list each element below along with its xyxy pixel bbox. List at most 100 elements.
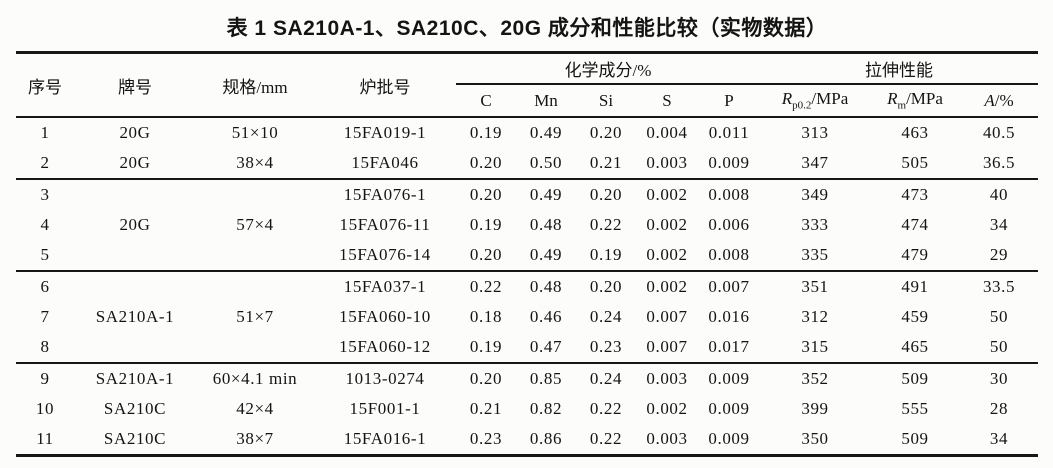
cell-a: 34 <box>989 215 1009 234</box>
cell-batch: 15F001-1 <box>349 399 421 418</box>
cell-a: 50 <box>989 307 1009 326</box>
cell-grade <box>74 240 196 271</box>
cell-grade: SA210A-1 <box>95 307 175 326</box>
cell-mn: 0.50 <box>529 153 563 172</box>
cell-rp02: 333 <box>801 215 829 234</box>
header-rm: Rm/MPa <box>870 84 960 117</box>
cell-mn: 0.48 <box>516 270 576 302</box>
header-a: A/% <box>960 84 1038 117</box>
cell-rm: 509 <box>870 362 961 394</box>
header-si: Si <box>598 90 614 110</box>
header-mn: Mn <box>534 90 558 110</box>
cell-si: 0.24 <box>576 362 636 394</box>
cell-mn: 0.46 <box>529 307 563 326</box>
cell-grade: 20G <box>119 215 151 234</box>
cell-p: 0.007 <box>698 270 761 302</box>
table-row: 8 15FA060-12 0.19 0.47 0.23 0.007 0.017 … <box>16 332 1038 363</box>
cell-seq: 3 <box>16 178 74 210</box>
cell-s: 0.002 <box>646 399 688 418</box>
cell-c: 0.20 <box>456 362 516 394</box>
cell-rm: 473 <box>870 178 961 210</box>
cell-spec <box>196 270 314 302</box>
cell-mn: 0.48 <box>529 215 563 234</box>
table-row: 3 15FA076-1 0.20 0.49 0.20 0.002 0.008 3… <box>16 178 1039 210</box>
cell-s: 0.003 <box>636 362 698 394</box>
cell-grade: SA210C <box>103 399 167 418</box>
cell-s: 0.007 <box>646 307 688 326</box>
cell-a: 28 <box>989 399 1009 418</box>
cell-rm: 555 <box>901 399 929 418</box>
cell-p: 0.016 <box>708 307 750 326</box>
cell-a: 40.5 <box>982 123 1016 142</box>
cell-rp02: 335 <box>801 245 829 264</box>
cell-mn: 0.49 <box>529 245 563 264</box>
cell-s: 0.003 <box>646 429 688 448</box>
a-symbol: A <box>984 90 995 110</box>
table-row: 10 SA210C 42×4 15F001-1 0.21 0.82 0.22 0… <box>16 394 1038 424</box>
table-row: 2 20G 38×4 15FA046 0.20 0.50 0.21 0.003 … <box>16 148 1038 179</box>
cell-rp02: 351 <box>760 270 871 302</box>
cell-si: 0.22 <box>589 399 623 418</box>
cell-c: 0.23 <box>469 429 503 448</box>
cell-s: 0.002 <box>646 245 688 264</box>
cell-a: 40 <box>960 178 1039 210</box>
cell-seq: 4 <box>40 215 50 234</box>
comparison-table: 序号 牌号 规格/mm 炉批号 化学成分/% 拉伸性能 C Mn Si S P … <box>16 51 1039 457</box>
cell-p: 0.008 <box>708 245 750 264</box>
header-row-groups: 序号 牌号 规格/mm 炉批号 化学成分/% 拉伸性能 <box>16 52 1039 97</box>
table-row: 9 SA210A-1 60×4.1 min 1013-0274 0.20 0.8… <box>16 362 1039 394</box>
cell-rp02: 313 <box>801 123 829 142</box>
cell-rm: 491 <box>870 270 961 302</box>
cell-si: 0.21 <box>589 153 623 172</box>
cell-s: 0.003 <box>646 153 688 172</box>
cell-batch: 15FA060-10 <box>339 307 431 326</box>
table-header: 序号 牌号 规格/mm 炉批号 化学成分/% 拉伸性能 C Mn Si S P … <box>16 52 1039 117</box>
cell-spec: 51×7 <box>236 307 274 326</box>
cell-si: 0.20 <box>576 178 636 210</box>
cell-si: 0.19 <box>589 245 623 264</box>
cell-c: 0.22 <box>456 270 516 302</box>
cell-p: 0.006 <box>708 215 750 234</box>
cell-grade <box>74 178 196 210</box>
cell-seq: 7 <box>40 307 50 326</box>
cell-rp02: 350 <box>801 429 829 448</box>
cell-p: 0.008 <box>698 178 761 210</box>
cell-seq: 6 <box>16 270 74 302</box>
cell-grade <box>74 332 196 363</box>
cell-s: 0.002 <box>646 215 688 234</box>
cell-a: 33.5 <box>960 270 1039 302</box>
cell-rp02: 347 <box>801 153 829 172</box>
rm-unit: /MPa <box>906 89 943 109</box>
cell-si: 0.20 <box>576 270 636 302</box>
cell-rm: 509 <box>901 429 929 448</box>
table-row: 6 15FA037-1 0.22 0.48 0.20 0.002 0.007 3… <box>16 270 1039 302</box>
header-tensile-group: 拉伸性能 <box>760 52 1039 85</box>
cell-si: 0.22 <box>589 429 623 448</box>
cell-grade <box>74 270 196 302</box>
cell-mn: 0.49 <box>529 123 563 142</box>
cell-batch: 15FA076-14 <box>339 245 431 264</box>
cell-mn: 0.47 <box>529 337 563 356</box>
rp02-unit: /MPa <box>811 89 849 109</box>
cell-spec <box>196 178 314 210</box>
cell-a: 50 <box>989 337 1009 356</box>
cell-rp02: 399 <box>801 399 829 418</box>
header-rp02: Rp0.2/MPa <box>760 84 870 117</box>
cell-spec <box>196 332 314 363</box>
cell-seq: 11 <box>36 429 54 448</box>
cell-rm: 474 <box>901 215 929 234</box>
table-row: 1 20G 51×10 15FA019-1 0.19 0.49 0.20 0.0… <box>16 117 1038 148</box>
cell-spec: 60×4.1 min <box>196 362 314 394</box>
rm-subscript: m <box>897 99 907 112</box>
table-caption: 表 1 SA210A-1、SA210C、20G 成分和性能比较（实物数据） <box>226 17 828 40</box>
cell-seq: 8 <box>40 337 50 356</box>
header-c: C <box>480 90 492 110</box>
cell-c: 0.21 <box>469 399 503 418</box>
cell-c: 0.20 <box>469 245 503 264</box>
rp02-subscript: p0.2 <box>792 99 812 112</box>
cell-si: 0.20 <box>589 123 623 142</box>
cell-grade: 20G <box>119 153 151 172</box>
cell-si: 0.23 <box>589 337 623 356</box>
cell-spec: 38×4 <box>236 153 274 172</box>
cell-rm: 465 <box>901 337 929 356</box>
